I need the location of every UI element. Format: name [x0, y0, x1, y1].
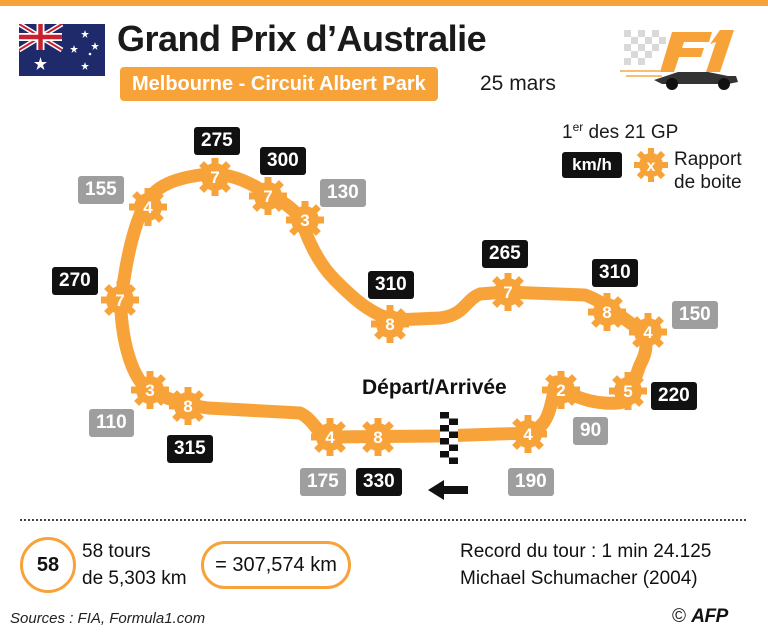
svg-text:8: 8 — [602, 303, 611, 322]
speed-badge: 150 — [672, 301, 718, 329]
gear-marker: 3 — [286, 201, 324, 239]
gear-marker: 8 — [169, 387, 207, 425]
gear-marker: 7 — [249, 177, 287, 215]
lap-record-time: Record du tour : 1 min 24.125 — [460, 541, 712, 562]
speed-badge: 190 — [508, 468, 554, 496]
gear-marker: 4 — [129, 188, 167, 226]
gp-count-rest: des 21 GP — [583, 122, 679, 143]
svg-text:2: 2 — [556, 381, 565, 400]
speed-badge: 155 — [78, 176, 124, 204]
speed-badge: 275 — [194, 127, 240, 155]
svg-text:7: 7 — [503, 283, 512, 302]
svg-text:7: 7 — [210, 168, 219, 187]
afp-logo: AFP — [691, 606, 728, 627]
legend-gear-label-line2: de boite — [674, 172, 742, 193]
laps-description: 58 tours de 5,303 km — [82, 538, 187, 592]
svg-text:7: 7 — [115, 291, 124, 310]
speed-badge: 330 — [356, 468, 402, 496]
gear-marker: 4 — [629, 313, 667, 351]
speed-badge: 270 — [52, 267, 98, 295]
start-finish-label: Départ/Arrivée — [362, 376, 507, 399]
australia-flag-icon — [19, 24, 105, 76]
speed-badge: 90 — [573, 417, 609, 445]
lap-record-holder: Michael Schumacher (2004) — [460, 568, 698, 589]
circuit-map: 7 7 3 4 7 3 8 4 8 4 2 5 4 8 7 8 — [101, 158, 667, 500]
gear-marker: 3 — [131, 371, 169, 409]
circuit-subtitle: Melbourne - Circuit Albert Park — [120, 67, 438, 101]
sources-footer: Sources : FIA, Formula1.com — [10, 610, 206, 627]
copyright-symbol: © — [672, 606, 686, 627]
legend-gear-label: Rapport de boite — [674, 148, 764, 194]
svg-text:4: 4 — [325, 428, 335, 447]
start-finish-line-icon — [440, 412, 458, 464]
gp-count: 1er des 21 GP — [562, 120, 678, 144]
gear-marker: 8 — [359, 418, 397, 456]
gear-marker: 5 — [609, 372, 647, 410]
laps-count-badge: 58 — [20, 537, 76, 593]
laps-line1: 58 tours — [82, 541, 151, 562]
gear-marker: 7 — [196, 158, 234, 196]
svg-text:3: 3 — [300, 211, 309, 230]
agency-credit: © AFP — [672, 606, 728, 628]
race-date: 25 mars — [480, 72, 556, 95]
speed-badge: 310 — [368, 271, 414, 299]
legend-speed-unit: km/h — [562, 152, 622, 178]
gear-marker: 8 — [371, 305, 409, 343]
section-divider — [20, 519, 746, 521]
speed-badge: 315 — [167, 435, 213, 463]
legend-gear-symbol: x — [647, 158, 656, 175]
svg-text:3: 3 — [145, 381, 154, 400]
gear-marker: 7 — [489, 273, 527, 311]
gp-count-suffix: er — [572, 120, 584, 134]
direction-arrow-icon — [428, 480, 468, 500]
svg-text:7: 7 — [263, 187, 272, 206]
gear-marker: 4 — [311, 418, 349, 456]
speed-badge: 310 — [592, 259, 638, 287]
speed-badge: 265 — [482, 240, 528, 268]
svg-text:8: 8 — [373, 428, 382, 447]
svg-text:8: 8 — [183, 397, 192, 416]
legend-gear-label-line1: Rapport — [674, 149, 742, 170]
lap-record: Record du tour : 1 min 24.125 Michael Sc… — [460, 538, 711, 592]
gear-marker: 4 — [509, 415, 547, 453]
svg-text:4: 4 — [643, 323, 653, 342]
gear-marker: 8 — [588, 293, 626, 331]
gear-marker: 2 — [542, 371, 580, 409]
gp-count-number: 1 — [562, 122, 573, 143]
page-title: Grand Prix d’Australie — [117, 18, 487, 59]
speed-badge: 130 — [320, 179, 366, 207]
laps-line2: de 5,303 km — [82, 568, 187, 589]
svg-text:5: 5 — [623, 382, 632, 401]
speed-badge: 175 — [300, 468, 346, 496]
speed-badge: 300 — [260, 147, 306, 175]
speed-badge: 220 — [651, 382, 697, 410]
gear-marker: 7 — [101, 281, 139, 319]
svg-text:8: 8 — [385, 315, 394, 334]
legend-gear-icon: x — [634, 148, 668, 182]
svg-text:4: 4 — [143, 198, 153, 217]
top-accent-bar — [0, 0, 768, 6]
total-distance: = 307,574 km — [201, 541, 351, 589]
f1-logo-icon — [620, 30, 738, 90]
speed-badge: 110 — [89, 409, 134, 437]
svg-text:4: 4 — [523, 425, 533, 444]
